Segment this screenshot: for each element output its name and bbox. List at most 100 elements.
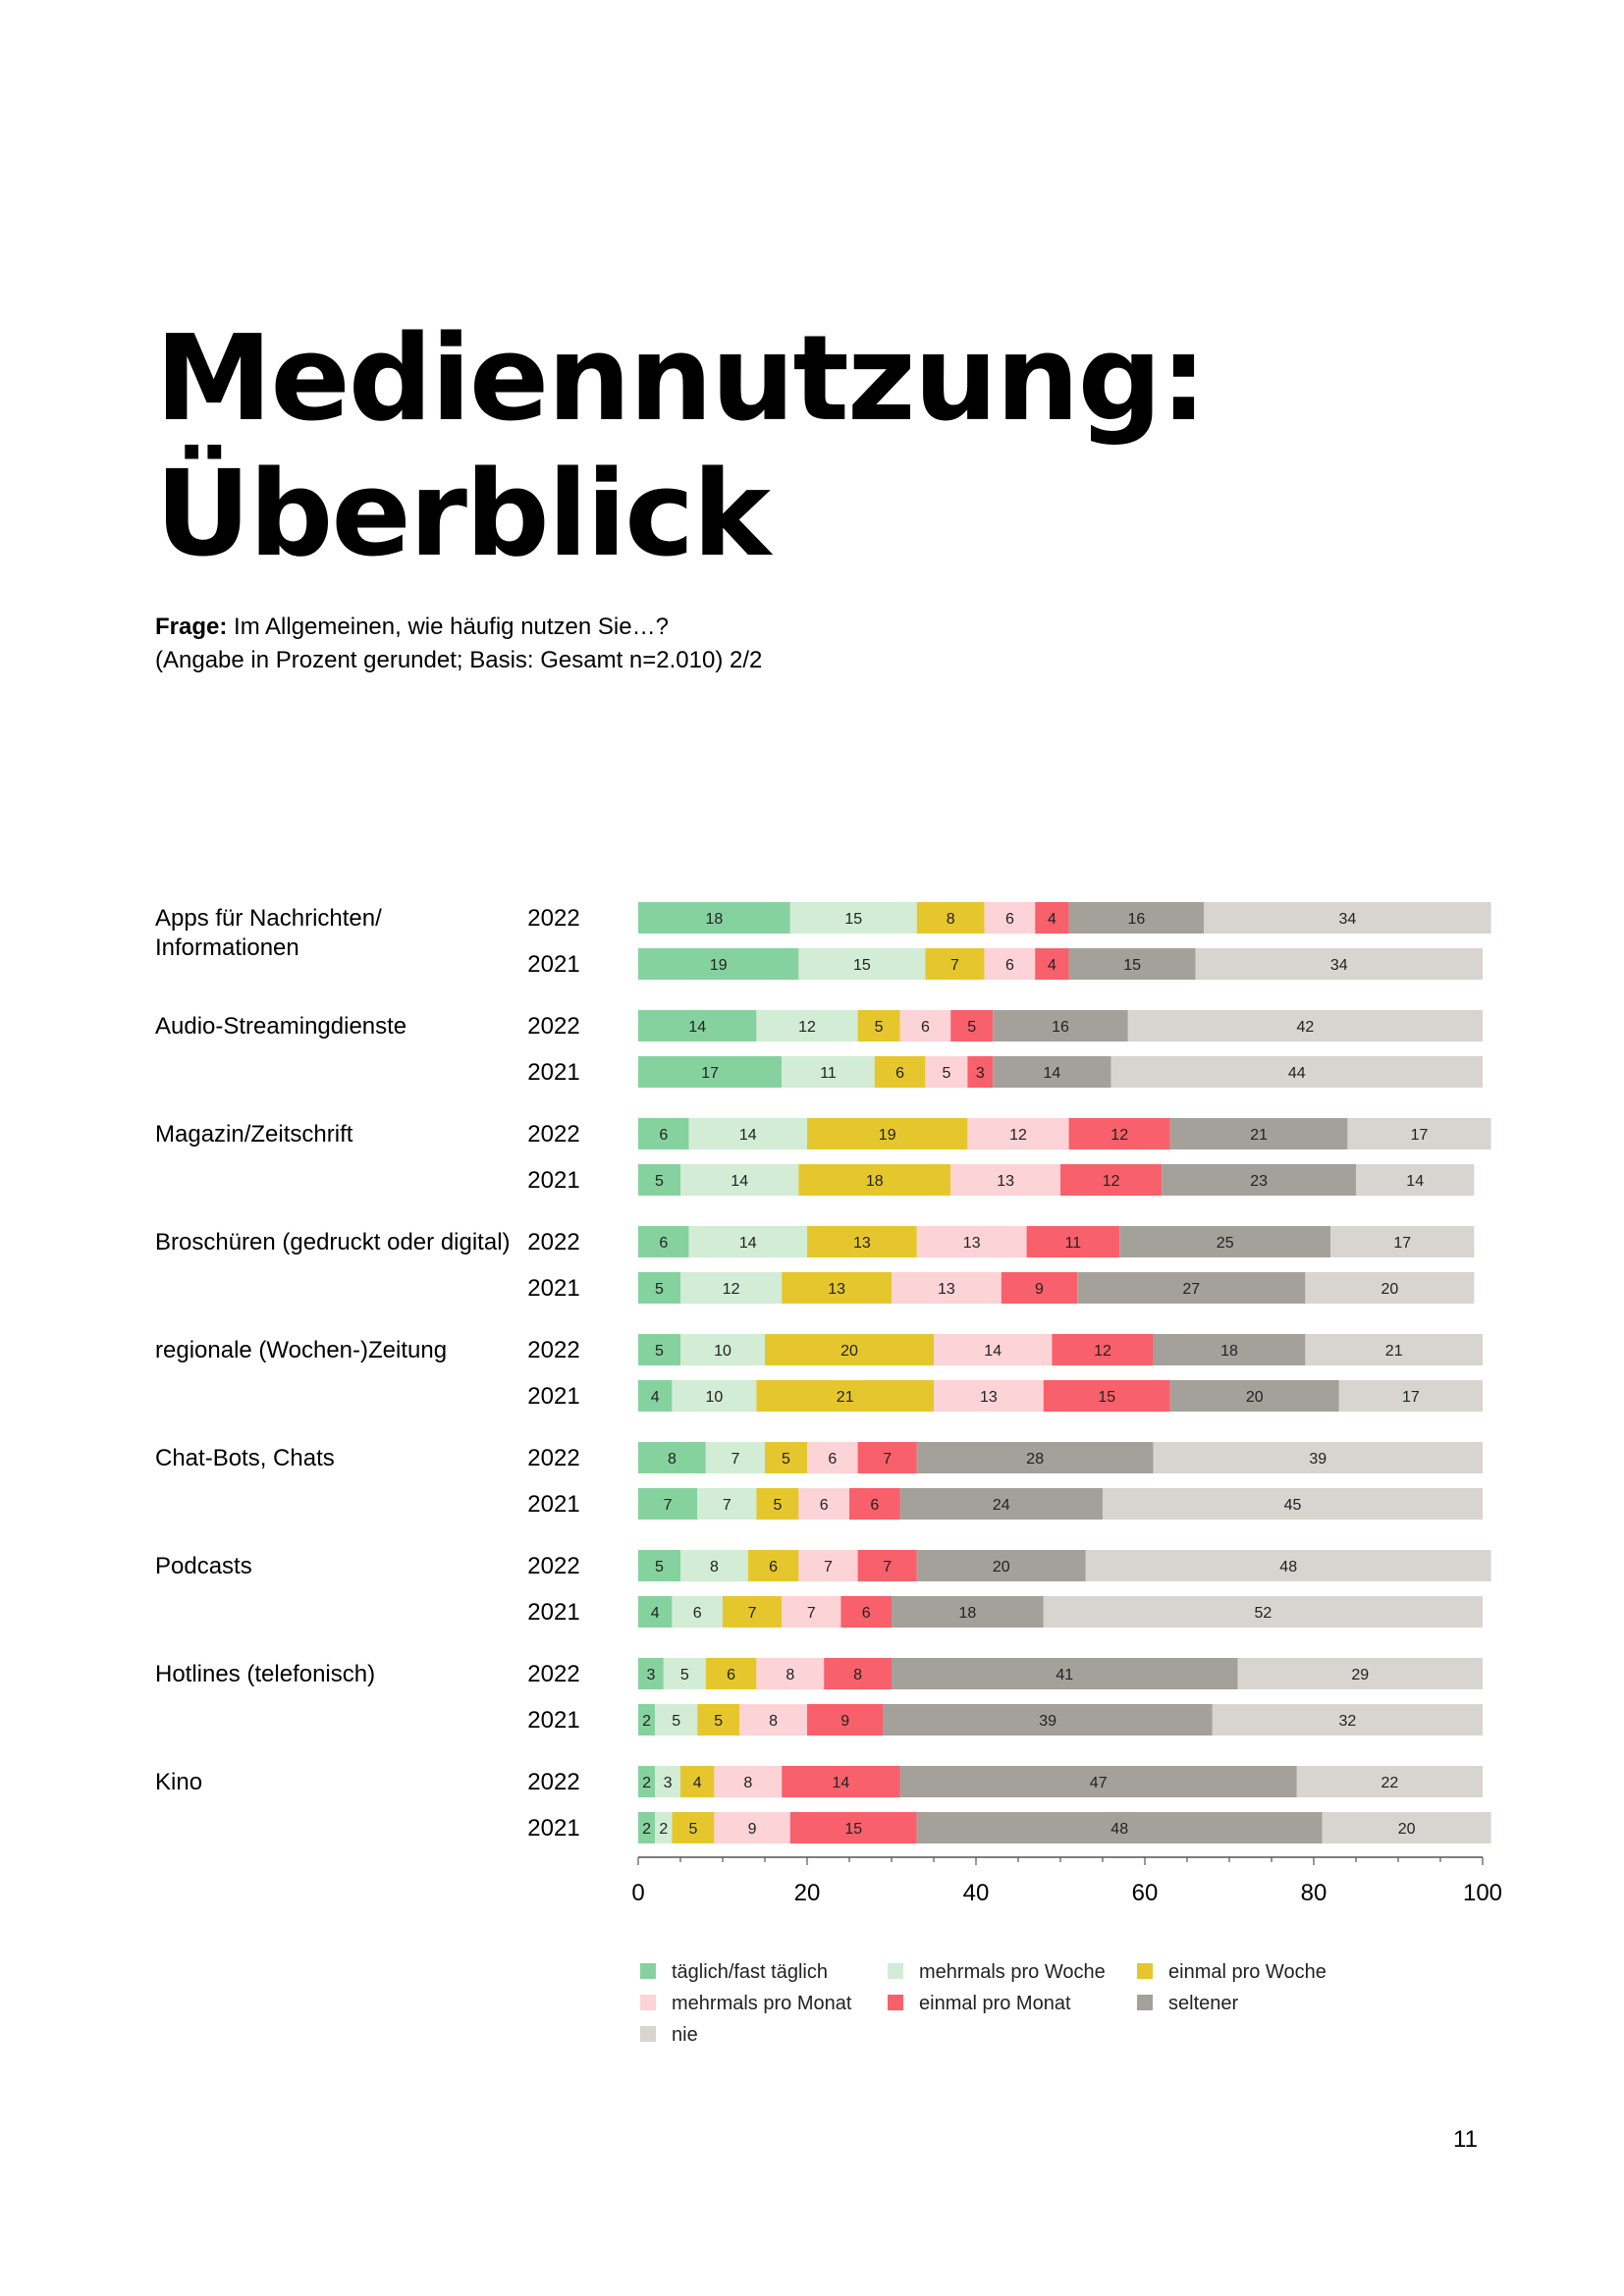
bar-segment-seltener — [993, 1010, 1128, 1041]
bar-segment-einmal-pro-woche — [874, 1056, 926, 1088]
data-label: 6 — [727, 1667, 735, 1683]
bar-segment-einmal-pro-monat — [1026, 1226, 1120, 1257]
bar-segment-t-glich-fast-t-glich — [638, 1812, 656, 1843]
data-label: 4 — [651, 1389, 660, 1406]
bar-segment-nie — [1110, 1056, 1483, 1088]
bar-segment-t-glich-fast-t-glich — [638, 1550, 680, 1581]
bar-segment-einmal-pro-woche — [756, 1488, 799, 1520]
bar-segment-nie — [1347, 1118, 1491, 1149]
data-label: 12 — [1110, 1127, 1128, 1144]
bar-segment-t-glich-fast-t-glich — [638, 1658, 664, 1689]
data-label: 3 — [976, 1065, 985, 1082]
bar-segment-nie — [1338, 1380, 1483, 1412]
data-label: 14 — [833, 1775, 850, 1791]
data-label: 20 — [840, 1343, 858, 1360]
bar-segment-nie — [1103, 1488, 1483, 1520]
year-label: 2021 — [527, 1491, 579, 1518]
bar-segment-seltener — [1169, 1380, 1339, 1412]
category-label: Apps für Nachrichten/ — [155, 905, 382, 932]
year-label: 2021 — [527, 1815, 579, 1842]
bar-segment-seltener — [916, 1812, 1323, 1843]
bar-segment-einmal-pro-woche — [925, 948, 985, 980]
bar-segment-mehrmals-pro-monat — [892, 1272, 1001, 1304]
bar-segment-einmal-pro-woche — [798, 1164, 951, 1196]
bar-segment-einmal-pro-woche — [747, 1550, 799, 1581]
data-label: 22 — [1381, 1775, 1399, 1791]
data-label: 14 — [688, 1019, 706, 1036]
data-label: 5 — [672, 1713, 680, 1730]
legend-label: nie — [672, 2024, 698, 2046]
bar-segment-einmal-pro-monat — [950, 1010, 994, 1041]
question-line: Frage: Im Allgemeinen, wie häufig nutzen… — [155, 611, 762, 644]
data-label: 45 — [1284, 1497, 1302, 1514]
data-label: 28 — [1026, 1451, 1044, 1468]
data-label: 2 — [642, 1775, 651, 1791]
data-label: 15 — [844, 1821, 862, 1838]
data-label: 8 — [947, 911, 955, 928]
bar-segment-t-glich-fast-t-glich — [638, 1442, 706, 1473]
data-label: 6 — [820, 1497, 829, 1514]
data-label: 7 — [883, 1559, 892, 1575]
bar-segment-mehrmals-pro-monat — [714, 1766, 783, 1797]
category-label: Broschüren (gedruckt oder digital) — [155, 1229, 511, 1255]
data-label: 8 — [853, 1667, 862, 1683]
bar-segment-mehrmals-pro-woche — [789, 902, 917, 934]
data-label: 4 — [1048, 911, 1056, 928]
data-label: 14 — [739, 1127, 757, 1144]
x-tick-label: 100 — [1463, 1880, 1502, 1906]
bar-segment-mehrmals-pro-woche — [756, 1010, 858, 1041]
bar-segment-t-glich-fast-t-glich — [638, 1704, 656, 1735]
year-label: 2022 — [527, 1445, 579, 1471]
data-label: 2 — [642, 1713, 651, 1730]
page-title-line-1: Mediennutzung: — [155, 311, 1207, 448]
data-label: 7 — [664, 1497, 673, 1514]
data-label: 5 — [942, 1065, 950, 1082]
data-label: 6 — [659, 1235, 668, 1252]
data-label: 19 — [879, 1127, 896, 1144]
legend-swatch-einmal-pro-monat — [888, 1995, 903, 2010]
bar-segment-mehrmals-pro-woche — [688, 1226, 807, 1257]
data-label: 42 — [1297, 1019, 1315, 1036]
data-label: 16 — [1052, 1019, 1069, 1036]
data-label: 17 — [1393, 1235, 1411, 1252]
year-label: 2021 — [527, 1383, 579, 1410]
data-label: 32 — [1339, 1713, 1357, 1730]
bar-segment-mehrmals-pro-monat — [714, 1812, 790, 1843]
bar-segment-einmal-pro-woche — [782, 1272, 892, 1304]
data-label: 29 — [1351, 1667, 1369, 1683]
bar-segment-t-glich-fast-t-glich — [638, 902, 790, 934]
legend-label: mehrmals pro Woche — [919, 1961, 1106, 1983]
question-text: Im Allgemeinen, wie häufig nutzen Sie…? — [234, 614, 669, 640]
bar-segment-nie — [1085, 1550, 1491, 1581]
data-label: 20 — [993, 1559, 1010, 1575]
bar-segment-einmal-pro-woche — [756, 1380, 934, 1412]
bar-segment-seltener — [916, 1550, 1086, 1581]
bar-segment-t-glich-fast-t-glich — [638, 1380, 673, 1412]
bar-segment-nie — [1043, 1596, 1483, 1628]
category-label: Informationen — [155, 934, 299, 961]
data-label: 6 — [921, 1019, 930, 1036]
category-label: Kino — [155, 1769, 202, 1795]
bar-segment-einmal-pro-monat — [849, 1488, 900, 1520]
data-label: 5 — [967, 1019, 976, 1036]
bar-segment-t-glich-fast-t-glich — [638, 1118, 689, 1149]
data-label: 5 — [680, 1667, 689, 1683]
data-label: 19 — [710, 957, 728, 974]
bar-segment-nie — [1204, 902, 1491, 934]
bar-segment-einmal-pro-monat — [824, 1658, 892, 1689]
legend-swatch-mehrmals-pro-monat — [640, 1995, 656, 2010]
data-label: 21 — [1250, 1127, 1268, 1144]
data-label: 24 — [993, 1497, 1010, 1514]
data-label: 4 — [1048, 957, 1056, 974]
bar-segment-seltener — [1068, 948, 1196, 980]
bar-segment-seltener — [1153, 1334, 1306, 1365]
category-label: Chat-Bots, Chats — [155, 1445, 335, 1471]
bar-segment-einmal-pro-monat — [1060, 1164, 1163, 1196]
data-label: 5 — [782, 1451, 790, 1468]
bar-segment-einmal-pro-monat — [1068, 1118, 1170, 1149]
data-label: 18 — [866, 1173, 884, 1190]
bar-segment-einmal-pro-monat — [1052, 1334, 1154, 1365]
category-label: Hotlines (telefonisch) — [155, 1661, 375, 1687]
data-label: 20 — [1398, 1821, 1416, 1838]
data-label: 8 — [668, 1451, 677, 1468]
